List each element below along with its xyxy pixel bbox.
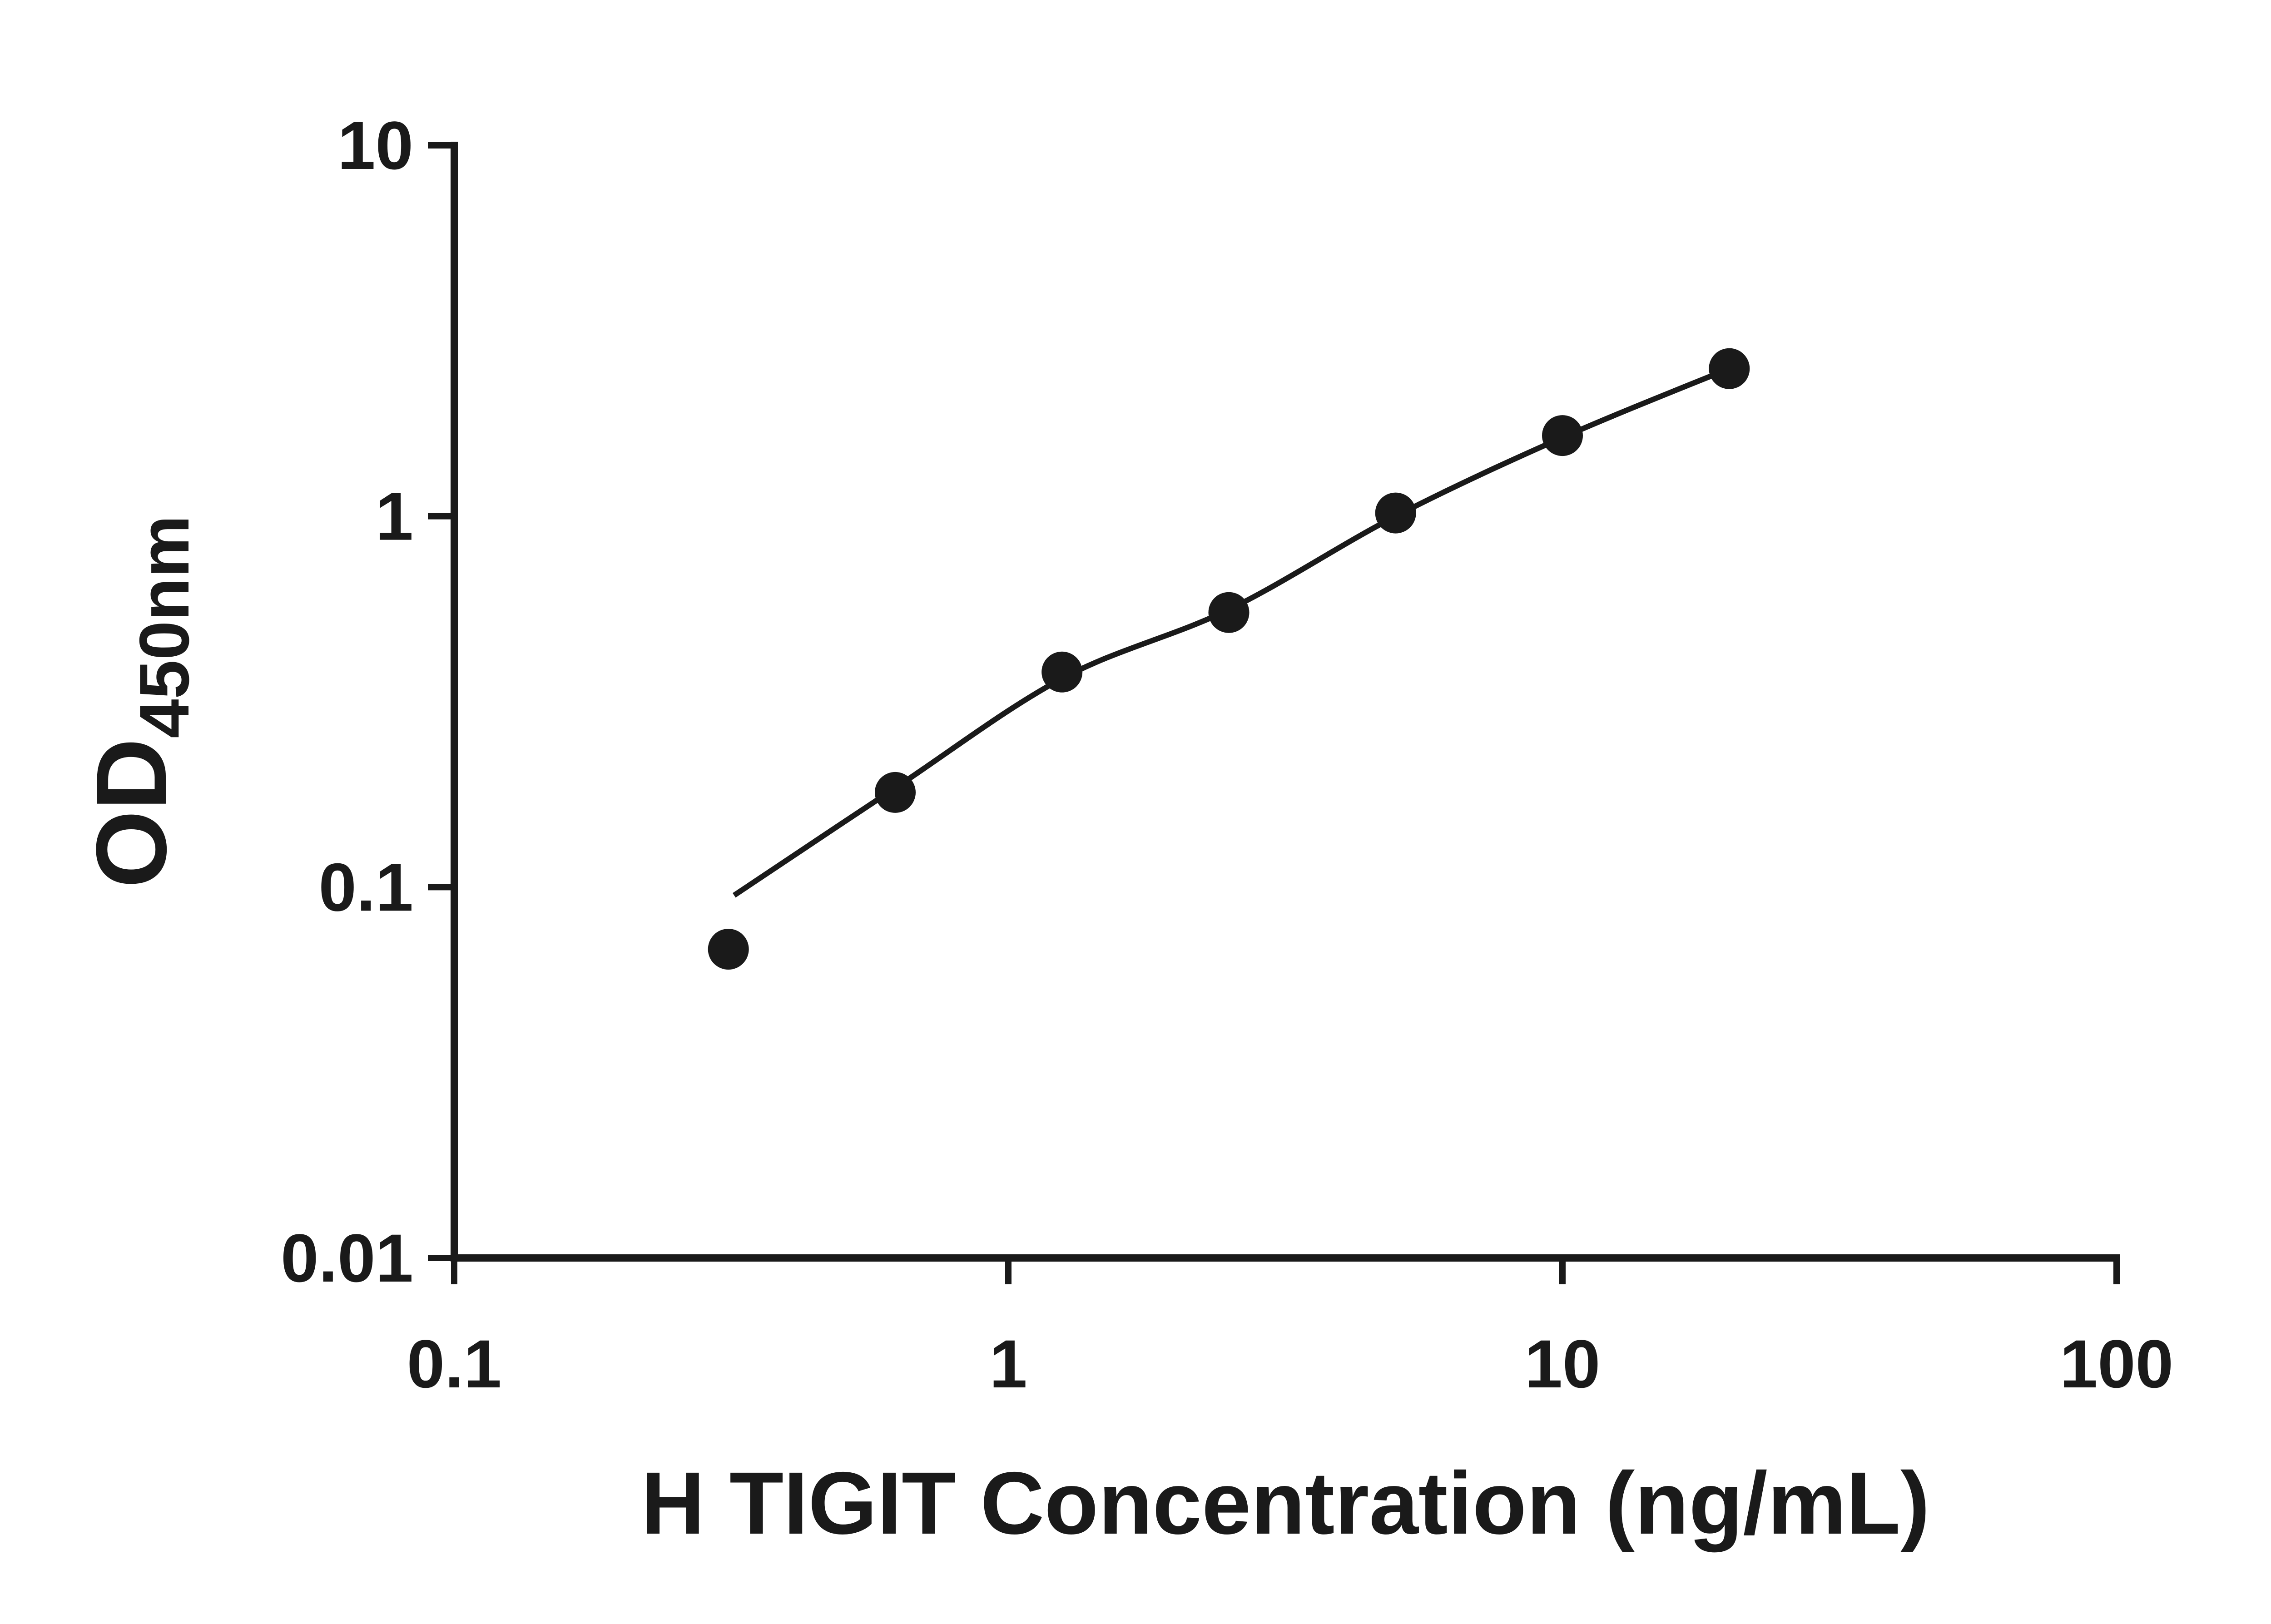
data-point: [1208, 592, 1250, 633]
x-axis-tick-label: 0.1: [407, 1326, 502, 1402]
data-point: [1709, 348, 1750, 389]
y-axis-title: OD450nm: [75, 515, 203, 888]
x-axis-tick-label: 100: [2060, 1326, 2173, 1402]
y-axis-title-subscript: 450nm: [125, 515, 203, 738]
y-axis-tick-label: 1: [376, 478, 413, 555]
y-axis-tick-label: 10: [337, 107, 413, 183]
x-axis-tick-label: 10: [1525, 1326, 1601, 1402]
data-point: [1041, 651, 1083, 693]
y-axis-tick-label: 0.1: [318, 849, 413, 925]
y-axis-tick-label: 0.01: [281, 1220, 413, 1296]
data-point: [1542, 415, 1583, 456]
x-axis-tick-label: 1: [989, 1326, 1027, 1402]
x-axis-title: H TIGIT Concentration (ng/mL): [641, 1454, 1930, 1553]
data-point: [875, 772, 916, 813]
y-axis-title-main: OD: [75, 738, 187, 888]
data-point: [708, 929, 749, 970]
data-point: [1375, 492, 1416, 534]
plot-area: 0.1 1 10 100 10 1 0.1 0.01: [281, 107, 2173, 1402]
